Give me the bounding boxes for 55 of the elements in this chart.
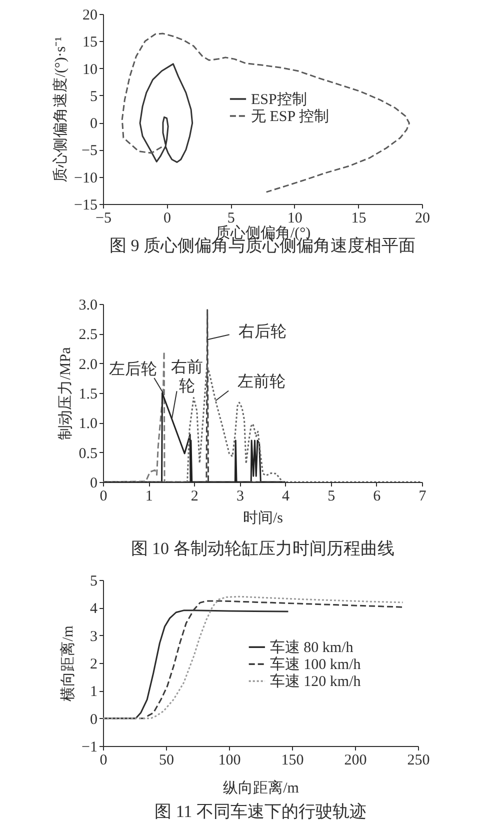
- y-tick-label: 1: [90, 684, 98, 700]
- x-tick-label: 15: [351, 210, 366, 226]
- y-tick-label: 20: [82, 8, 98, 24]
- x-tick-label: 50: [159, 752, 174, 768]
- legend-label: ESP控制: [251, 91, 307, 108]
- y-tick-label: 5: [90, 88, 98, 105]
- x-tick-label: 6: [373, 488, 382, 504]
- y-axis-title: 横向距离/m: [60, 625, 77, 702]
- x-tick-label: 100: [218, 752, 241, 768]
- y-tick-label: 2.5: [78, 327, 98, 344]
- x-axis-title: 时间/s: [242, 510, 284, 526]
- y-tick-label: 0: [90, 116, 98, 132]
- y-tick-label: −15: [74, 198, 98, 214]
- y-tick-label: −1: [82, 740, 98, 756]
- y-tick-label: 0: [90, 476, 98, 492]
- annotation: 右前轮: [170, 358, 203, 396]
- x-tick-label: 7: [418, 488, 427, 504]
- x-tick-label: 0: [164, 210, 172, 226]
- x-tick-label: 20: [415, 210, 430, 226]
- y-axis-title: 质心侧偏角速度/(°)·s⁻¹: [52, 36, 70, 182]
- legend-label: 车速 100 km/h: [270, 656, 362, 674]
- y-tick-label: 5: [90, 574, 98, 590]
- x-tick-label: 5: [227, 210, 235, 226]
- y-tick-label: 1.0: [78, 416, 98, 432]
- y-tick-label: 1.5: [78, 386, 98, 402]
- x-tick-label: 1: [145, 488, 153, 504]
- y-tick-label: 3.0: [78, 298, 98, 314]
- y-tick-label: 4: [90, 601, 98, 618]
- y-tick-label: 2: [90, 656, 98, 672]
- annotation: 左前轮: [238, 372, 286, 391]
- text: 图 10 各制动轮缸压力时间历程曲线: [130, 539, 394, 558]
- x-axis-title: 纵向距离/m: [223, 780, 300, 796]
- y-tick-label: 0.5: [78, 446, 98, 462]
- legend-label: 无 ESP 控制: [251, 108, 329, 125]
- y-tick-label: 0: [90, 712, 98, 728]
- y-tick-label: 10: [82, 62, 98, 78]
- x-tick-label: 150: [281, 752, 304, 768]
- x-tick-label: 5: [328, 488, 336, 504]
- x-tick-label: 4: [282, 488, 290, 504]
- annotation: 左后轮: [109, 360, 158, 378]
- text: 图 11 不同车速下的行驶轨迹: [154, 802, 366, 821]
- x-tick-label: 10: [287, 210, 302, 226]
- y-tick-label: −5: [82, 143, 98, 160]
- legend-label: 车速 120 km/h: [270, 673, 362, 690]
- x-tick-label: 2: [190, 488, 198, 504]
- x-tick-label: 200: [344, 752, 367, 768]
- y-tick-label: 15: [82, 34, 98, 51]
- x-tick-label: 3: [236, 488, 244, 504]
- y-tick-label: 2.0: [78, 356, 98, 373]
- y-tick-label: −10: [74, 170, 98, 186]
- x-tick-label: 250: [407, 752, 430, 768]
- legend-label: 车速 80 km/h: [270, 639, 354, 656]
- annotation: 右后轮: [238, 322, 286, 341]
- y-tick-label: 3: [90, 628, 98, 645]
- y-axis-title: 制动压力/MPa: [56, 346, 74, 440]
